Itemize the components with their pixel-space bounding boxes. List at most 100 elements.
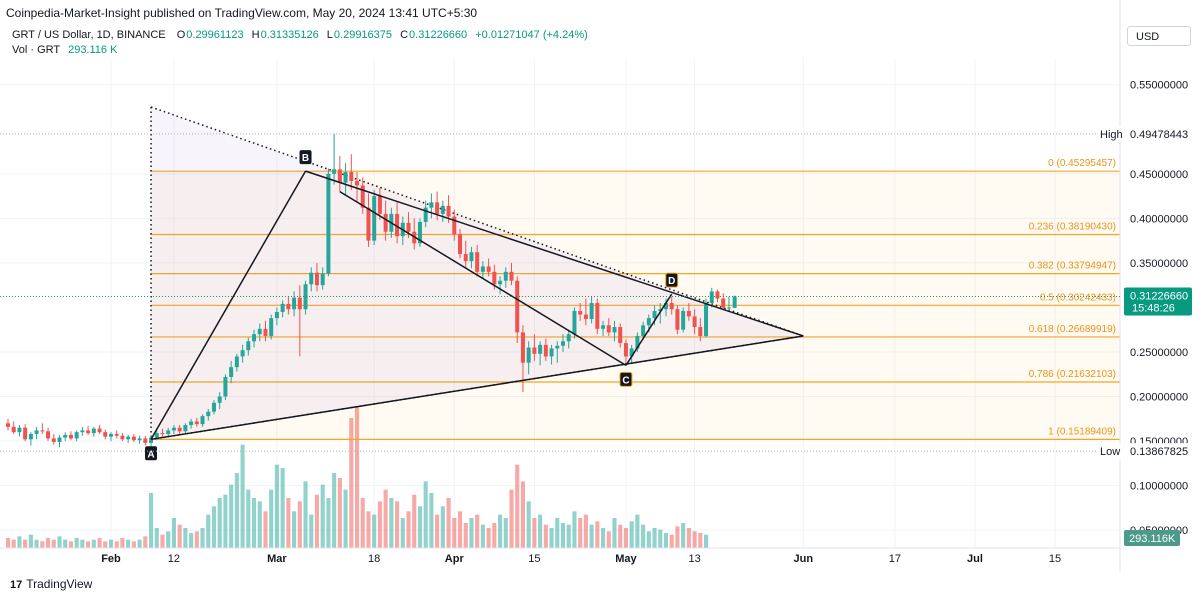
volume-bar	[646, 531, 651, 548]
candle-body	[63, 434, 68, 438]
volume-bar	[560, 523, 566, 548]
fib-level-label: 0.5 (0.30242433)	[1040, 292, 1116, 303]
volume-bar	[589, 524, 594, 548]
candle-body	[171, 427, 176, 431]
fib-level-label: 1 (0.15189409)	[1048, 426, 1116, 437]
price-tick-label: 0.35000000	[1130, 258, 1188, 270]
candle-body	[429, 202, 434, 208]
volume-bar	[618, 524, 623, 548]
candle-body	[297, 297, 302, 310]
candle-body	[566, 334, 571, 342]
close-value: 0.31226660	[409, 29, 468, 41]
fib-retracement: 0 (0.45295457) 0.236 (0.38190430) 0.382 (0…	[151, 158, 1120, 441]
candle-body	[103, 432, 108, 437]
volume-bar	[681, 523, 686, 548]
trend-line	[150, 335, 804, 441]
volume-bar	[217, 498, 222, 548]
volume-bars	[5, 406, 709, 548]
last-price-value: 0.31226660	[1130, 291, 1188, 303]
price-tag-value: 0.13867825	[1130, 446, 1188, 458]
volume-bar	[446, 498, 451, 548]
candle-body	[578, 311, 583, 315]
volume-bar	[395, 501, 400, 548]
volume-bar	[34, 539, 39, 548]
price-chart[interactable]: 0 (0.45295457) 0.236 (0.38190430) 0.382 (0…	[0, 0, 1200, 572]
symbol-name[interactable]: GRT / US Dollar, 1D, BINANCE	[12, 29, 166, 41]
volume-bar	[51, 539, 56, 548]
candle-body	[623, 343, 628, 357]
candle-body	[194, 421, 199, 425]
volume-bar	[686, 528, 691, 548]
volume-bar	[154, 528, 159, 548]
candle-body	[183, 425, 188, 432]
volume-bar	[652, 528, 657, 548]
candle-body	[629, 348, 634, 357]
candle-body	[532, 347, 537, 354]
footer: 17 TradingView	[0, 572, 1200, 597]
currency-button[interactable]: USD	[1127, 26, 1191, 46]
candle-body	[618, 327, 623, 344]
last-price-tag	[1124, 287, 1192, 316]
volume-bar	[515, 464, 520, 548]
trend-lines	[150, 170, 804, 441]
candle-body	[206, 411, 211, 417]
trend-line	[625, 293, 673, 366]
candle-body	[435, 202, 440, 214]
volume-bar	[240, 444, 245, 548]
plot-area	[0, 58, 1120, 548]
volume-bar	[549, 528, 554, 548]
time-tick-label: 15	[528, 553, 540, 565]
volume-bar	[223, 494, 228, 548]
volume-bar	[538, 514, 543, 548]
candle-body	[721, 298, 726, 308]
price-tick-label: 0.20000000	[1130, 392, 1188, 404]
volume-bar	[297, 501, 302, 548]
candle-body	[286, 303, 291, 310]
volume-bar	[269, 489, 274, 548]
price-tag-label: High	[1100, 129, 1123, 141]
tradingview-logo[interactable]: 17 TradingView	[10, 577, 92, 591]
candle-body	[28, 433, 33, 440]
volume-bar	[669, 534, 674, 548]
candle-body	[200, 416, 205, 425]
time-axis: Feb 12 Mar 18 Apr 15 May 13 Jun 17 Jul 15	[0, 547, 1120, 565]
volume-bar	[68, 541, 73, 548]
candle-body	[549, 348, 554, 357]
volume-bar	[91, 539, 96, 548]
volume-bar	[80, 539, 85, 548]
open-label: O	[176, 29, 186, 41]
candle-body	[349, 172, 354, 181]
volume-bar	[263, 511, 268, 548]
volume-bar	[532, 518, 537, 548]
volume-bar	[383, 489, 388, 548]
time-tick-label: 12	[168, 553, 180, 565]
candle-body	[423, 207, 428, 222]
candle-body	[40, 430, 45, 432]
candle-body	[509, 271, 514, 281]
volume-bar	[234, 473, 239, 548]
price-tick-label: 0.40000000	[1130, 213, 1188, 225]
candle-body	[252, 334, 257, 342]
candle-body	[698, 327, 703, 336]
candle-body	[635, 335, 640, 349]
close-label: C	[400, 29, 409, 41]
volume-bar	[229, 484, 234, 548]
price-tag-value-bg	[1126, 125, 1196, 142]
candle-body	[166, 430, 171, 434]
volume-label[interactable]: Vol · GRT	[12, 44, 61, 56]
volume-bar	[440, 506, 445, 548]
candle-body	[97, 428, 102, 433]
volume-bar	[343, 489, 348, 548]
candle-body	[80, 430, 85, 433]
price-tag-label-bg	[1096, 443, 1126, 460]
candle-body	[595, 303, 600, 329]
published-info: Coinpedia-Market-Insight published on Tr…	[6, 6, 478, 20]
price-tick-label: 0.45000000	[1130, 169, 1188, 181]
candle-body	[274, 311, 279, 319]
volume-bar	[200, 528, 205, 548]
volume-bar	[63, 539, 68, 548]
candle-body	[406, 222, 411, 232]
candle-body	[383, 213, 388, 232]
time-tick-label: 13	[688, 553, 700, 565]
candle-body	[314, 272, 319, 286]
